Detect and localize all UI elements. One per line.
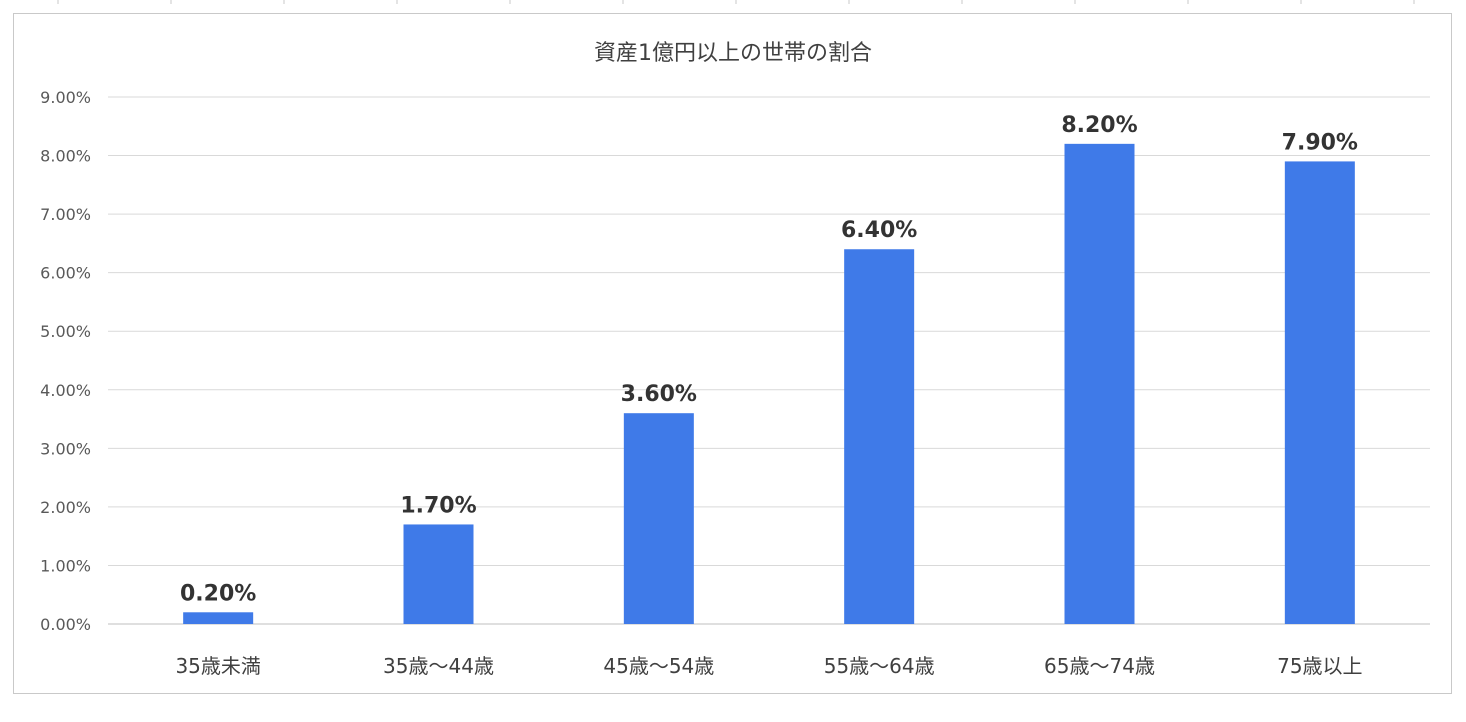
data-labels: 0.20% 1.70% 3.60% 6.40% 8.20% 7.90% <box>180 113 1358 606</box>
bars <box>183 143 1355 624</box>
x-tick-label: 75歳以上 <box>1277 654 1362 678</box>
data-label: 7.90% <box>1282 130 1358 155</box>
y-tick-label: 8.00% <box>40 147 91 166</box>
y-tick-label: 6.00% <box>40 264 91 283</box>
bar <box>1284 161 1355 624</box>
y-tick-label: 5.00% <box>40 322 91 341</box>
data-label: 1.70% <box>400 493 476 518</box>
chart-title: 資産1億円以上の世帯の割合 <box>594 41 872 66</box>
y-tick-label: 3.00% <box>40 439 91 458</box>
data-label: 8.20% <box>1061 113 1137 138</box>
bar <box>1064 143 1135 624</box>
top-tick-marks <box>57 0 1415 4</box>
data-label: 6.40% <box>841 218 917 243</box>
y-tick-label: 2.00% <box>40 498 91 517</box>
y-tick-label: 9.00% <box>40 88 91 107</box>
gridlines <box>108 96 1430 625</box>
bar <box>183 612 254 624</box>
data-label: 3.60% <box>621 382 697 407</box>
x-tick-label: 35歳未満 <box>175 654 260 678</box>
y-tick-label: 7.00% <box>40 205 91 224</box>
x-tick-label: 45歳〜54歳 <box>603 654 714 678</box>
chart-frame <box>13 13 1452 694</box>
data-label: 0.20% <box>180 581 256 606</box>
x-tick-label: 55歳〜64歳 <box>824 654 935 678</box>
x-tick-label: 35歳〜44歳 <box>383 654 494 678</box>
y-tick-label: 1.00% <box>40 556 91 575</box>
y-tick-label: 4.00% <box>40 381 91 400</box>
x-axis-ticks: 35歳未満 35歳〜44歳 45歳〜54歳 55歳〜64歳 65歳〜74歳 75歳以上 <box>175 654 1362 678</box>
x-tick-label: 65歳〜74歳 <box>1044 654 1155 678</box>
bar <box>623 413 694 624</box>
bar <box>403 524 474 624</box>
bar <box>844 249 915 624</box>
y-tick-label: 0.00% <box>40 615 91 634</box>
y-axis-ticks: 0.00% 1.00% 2.00% 3.00% 4.00% 5.00% 6.00% 7.00%… <box>40 88 91 634</box>
